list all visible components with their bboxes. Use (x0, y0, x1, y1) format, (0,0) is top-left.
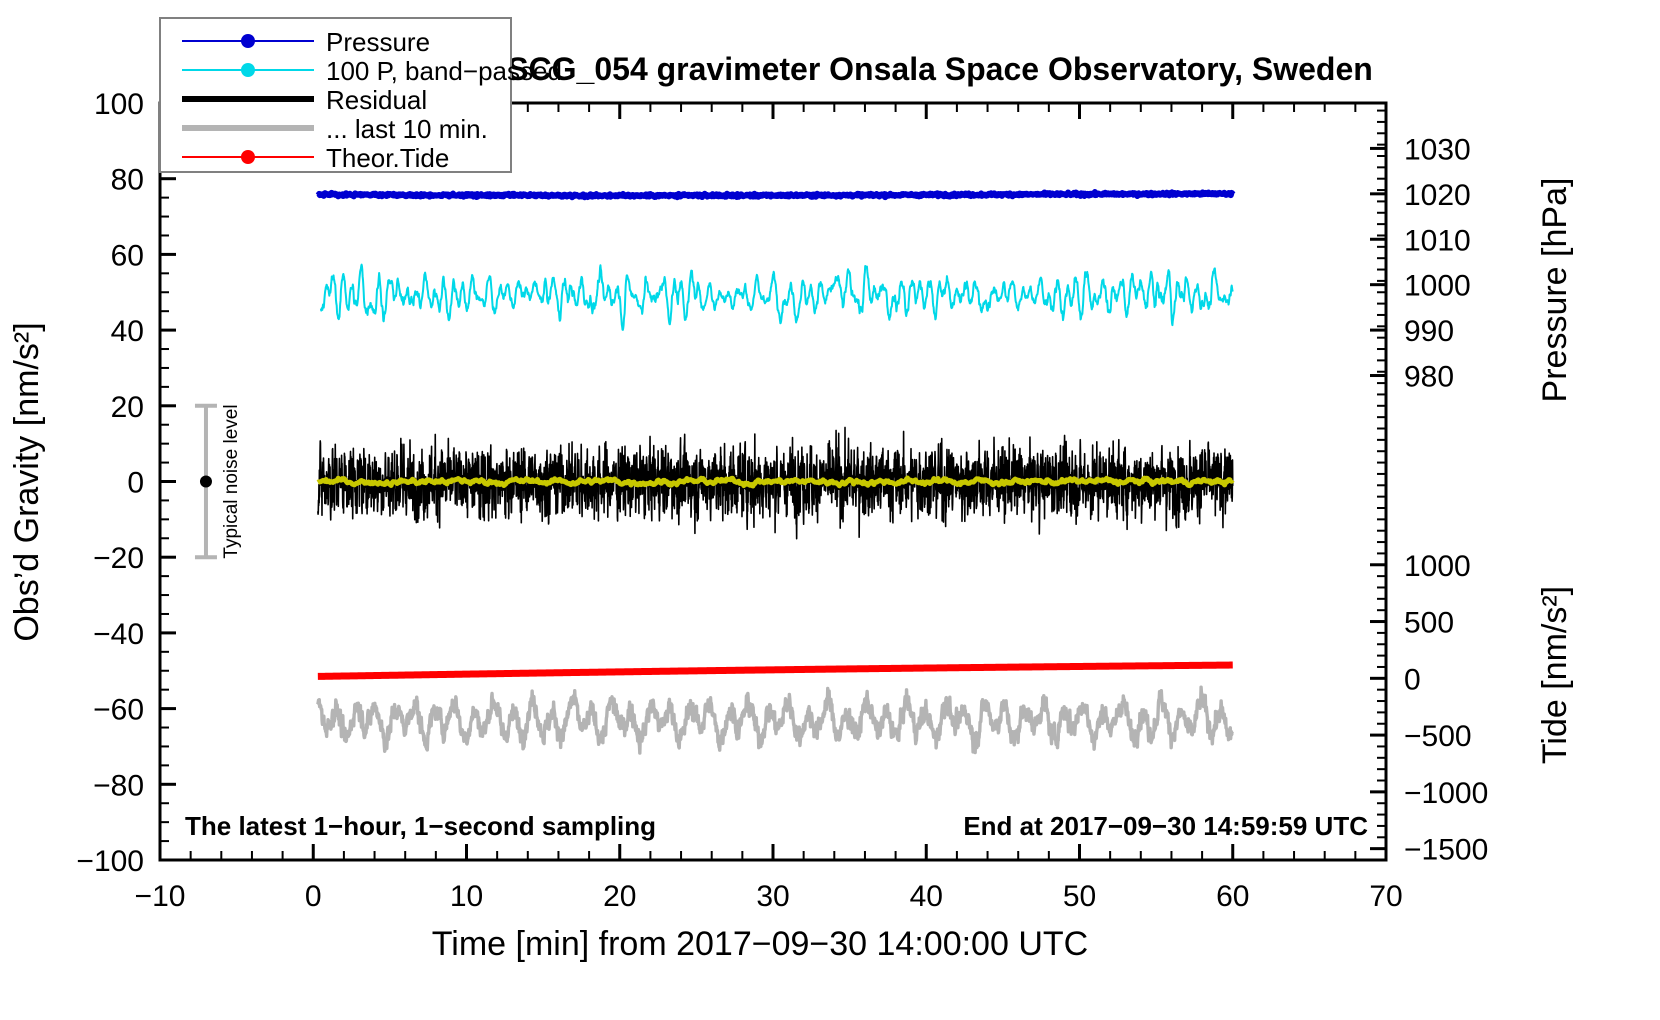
x-tick-label: 60 (1216, 880, 1249, 913)
noise-level-label: Typical noise level (221, 404, 242, 558)
y-tick-label: 0 (127, 467, 144, 500)
legend-marker-dot (241, 63, 255, 77)
sampling-annotation: The latest 1−hour, 1−second sampling (185, 811, 656, 841)
y-axis-ticks: 100 80 60 40 20 0 −20 −40 −60 −80 −100 (76, 88, 176, 878)
legend-background (159, 17, 512, 173)
x-tick-label: 50 (1063, 880, 1096, 913)
y-tick-label: −40 (93, 618, 144, 651)
legend-label[interactable]: Theor.Tide (326, 143, 449, 173)
series-theor-tide (315, 661, 1235, 680)
legend-label[interactable]: ... last 10 min. (326, 114, 488, 144)
x-axis-ticks: −10 0 10 20 30 40 50 60 70 (135, 103, 1403, 913)
series-residual-smoothed (316, 475, 1235, 489)
right-tide-tick-label: 1000 (1404, 550, 1471, 583)
series-last-10-min (316, 685, 1235, 755)
right-tide-tick-label: 500 (1404, 607, 1454, 640)
x-tick-label: 10 (450, 880, 483, 913)
right-tide-tick-label: −1500 (1404, 834, 1488, 867)
legend-label[interactable]: Pressure (326, 27, 430, 57)
x-tick-label: 30 (756, 880, 789, 913)
y-axis-title: Obs’d Gravity [nm/s²] (8, 322, 46, 641)
legend-label[interactable]: 100 P, band−passed (326, 56, 562, 86)
legend-marker-dot (241, 34, 255, 48)
x-tick-label: 0 (305, 880, 322, 913)
y-tick-label: 80 (111, 164, 144, 197)
x-axis-title: Time [min] from 2017−09−30 14:00:00 UTC (432, 925, 1088, 963)
series-pressure (315, 189, 1236, 201)
right-axis-pressure-title: Pressure [hPa] (1536, 178, 1574, 403)
end-time-annotation: End at 2017−09−30 14:59:59 UTC (963, 811, 1368, 841)
right-pressure-tick-label: 980 (1404, 361, 1454, 394)
x-tick-label: 20 (603, 880, 636, 913)
right-axis-tide-title: Tide [nm/s²] (1536, 586, 1574, 764)
right-pressure-tick-label: 1010 (1404, 224, 1471, 257)
right-pressure-tick-label: 1030 (1404, 133, 1471, 166)
y-tick-label: −60 (93, 694, 144, 727)
y-tick-label: 20 (111, 391, 144, 424)
y-tick-label: −80 (93, 769, 144, 802)
chart-title: SCG_054 gravimeter Onsala Space Observat… (507, 51, 1373, 87)
typical-noise-level-indicator: Typical noise level (194, 403, 242, 560)
legend-marker-dot (241, 150, 255, 164)
y-tick-label: −20 (93, 542, 144, 575)
y-tick-label: 100 (94, 88, 144, 121)
legend-label[interactable]: Residual (326, 85, 427, 115)
x-tick-label: 40 (910, 880, 943, 913)
data-traces (315, 189, 1236, 755)
y-tick-label: 40 (111, 315, 144, 348)
right-axis-ticks: 1030 1020 1010 1000 990 980 1000 500 0 −500 −1000 −… (1370, 109, 1488, 867)
x-tick-label: 70 (1369, 880, 1402, 913)
x-tick-label: −10 (135, 880, 186, 913)
series-100p-bandpassed (319, 263, 1234, 331)
y-tick-label: 60 (111, 239, 144, 272)
right-tide-tick-label: −500 (1404, 720, 1472, 753)
right-pressure-tick-label: 1000 (1404, 270, 1471, 303)
right-pressure-tick-label: 1020 (1404, 179, 1471, 212)
y-tick-label: −100 (76, 845, 144, 878)
noise-level-dot (199, 475, 212, 488)
right-tide-tick-label: −1000 (1404, 777, 1488, 810)
right-tide-tick-label: 0 (1404, 663, 1421, 696)
right-pressure-tick-label: 990 (1404, 315, 1454, 348)
